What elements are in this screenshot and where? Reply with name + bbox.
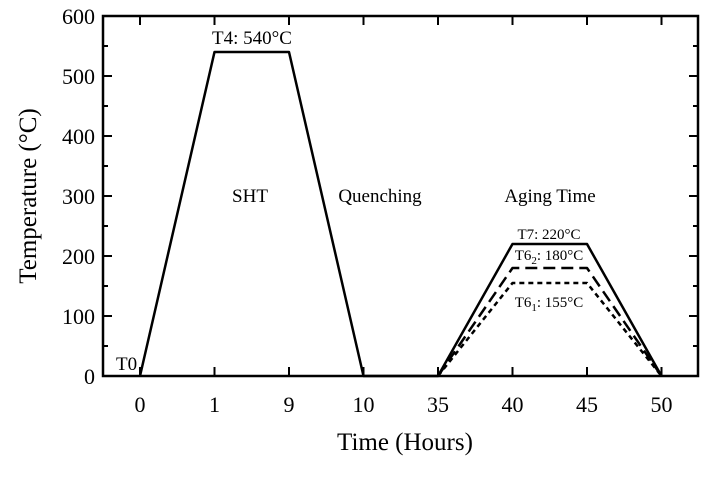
y-tick-label: 200: [62, 244, 95, 269]
annotation-t61: T61: 155°C: [515, 295, 584, 314]
annotation-t61-rest: : 155°C: [537, 295, 583, 311]
x-tick-label: 9: [284, 392, 295, 417]
y-tick-label: 100: [62, 304, 95, 329]
x-tick-label: 40: [502, 392, 524, 417]
annotation-t62-main: T6: [515, 248, 532, 264]
x-tick-label: 10: [353, 392, 375, 417]
annotation-t61-main: T6: [515, 295, 532, 311]
x-tick-label: 50: [651, 392, 673, 417]
annotation-aging-time: Aging Time: [504, 186, 595, 207]
annotation-t4: T4: 540°C: [212, 28, 292, 49]
y-axis-title: Temperature (°C): [15, 108, 42, 284]
x-axis-tick-labels: 0 1 9 10 35 40 45 50: [135, 392, 673, 417]
y-tick-label: 300: [62, 184, 95, 209]
annotation-t7: T7: 220°C: [517, 227, 580, 243]
annotation-t62-sub: 2: [531, 255, 537, 267]
x-tick-label: 1: [209, 392, 220, 417]
x-tick-label: 45: [576, 392, 598, 417]
y-axis-ticks: [103, 15, 698, 377]
y-tick-label: 400: [62, 124, 95, 149]
annotation-t0: T0: [116, 354, 137, 375]
y-tick-label: 500: [62, 64, 95, 89]
y-tick-label: 0: [84, 364, 95, 389]
y-tick-label: 600: [62, 4, 95, 29]
series-lines: [138, 50, 663, 378]
y-axis-tick-labels: 0 100 200 300 400 500 600: [62, 4, 95, 389]
series-line-t7: [138, 50, 663, 378]
series-line-t61: [437, 281, 663, 377]
annotation-t62-rest: : 180°C: [537, 248, 583, 264]
annotation-t61-sub: 1: [531, 302, 537, 314]
annotation-t62: T62: 180°C: [515, 248, 584, 267]
annotation-quenching: Quenching: [338, 186, 422, 207]
annotation-sht: SHT: [232, 186, 268, 207]
x-axis-title: Time (Hours): [337, 429, 473, 456]
x-tick-label: 35: [427, 392, 449, 417]
series-line-t62: [436, 266, 663, 377]
x-tick-label: 0: [135, 392, 146, 417]
